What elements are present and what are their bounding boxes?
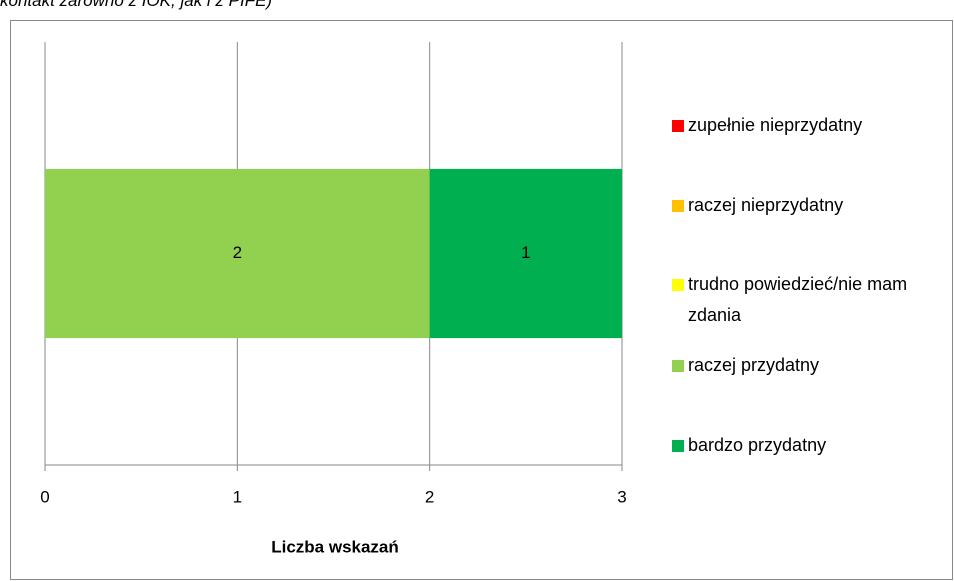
legend-item: zupełnie nieprzydatny	[672, 110, 940, 141]
data-label: 2	[233, 243, 242, 262]
x-axis-title: Liczba wskazań	[271, 537, 399, 556]
legend-swatch	[672, 279, 684, 291]
legend-item: trudno powiedzieć/nie mam zdania	[672, 269, 940, 331]
legend-label: raczej przydatny	[688, 355, 820, 375]
legend-swatch	[672, 440, 684, 452]
legend-item: raczej nieprzydatny	[672, 190, 940, 221]
legend-swatch	[672, 360, 684, 372]
x-tick-label: 0	[40, 487, 49, 506]
data-label: 1	[521, 243, 530, 262]
x-tick-label: 1	[233, 487, 242, 506]
legend-item: bardzo przydatny	[672, 430, 940, 461]
legend-label: trudno powiedzieć/nie mam zdania	[688, 274, 908, 325]
legend-swatch	[672, 200, 684, 212]
bar-segment	[45, 168, 430, 339]
legend-swatch	[672, 120, 684, 132]
legend-label: bardzo przydatny	[688, 435, 827, 455]
caption: kontakt zarówno z IOK, jak i z PIFE)	[0, 0, 273, 10]
legend-label: zupełnie nieprzydatny	[688, 115, 863, 135]
x-tick-label: 3	[617, 487, 626, 506]
bar-segment	[429, 168, 622, 339]
legend-label: raczej nieprzydatny	[688, 195, 844, 215]
legend-item: raczej przydatny	[672, 350, 940, 381]
x-tick-label: 2	[425, 487, 434, 506]
